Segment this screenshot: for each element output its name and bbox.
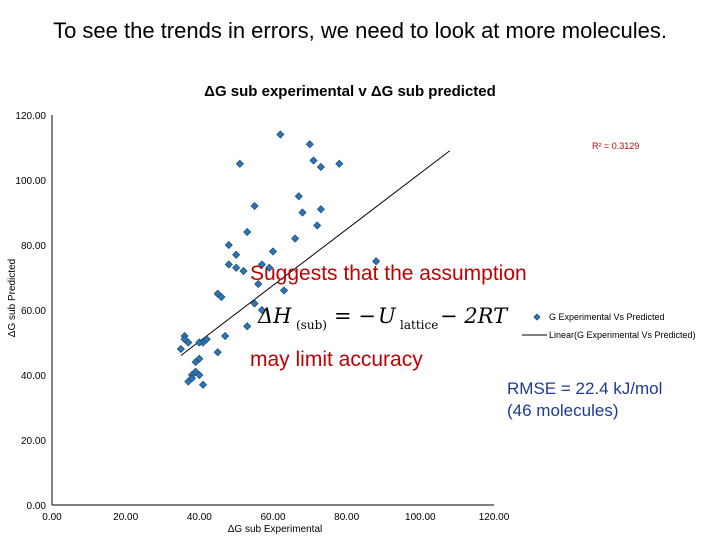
data-point <box>243 227 252 237</box>
y-tick-label: 0.00 <box>27 501 47 512</box>
data-point <box>224 240 233 250</box>
x-tick-label: 60.00 <box>260 512 285 523</box>
y-axis-ticks: 0.00 20.00 40.00 60.00 80.00 100.00 120.00 <box>15 111 46 512</box>
y-tick-label: 120.00 <box>15 111 46 122</box>
data-point <box>235 159 244 168</box>
r-squared-label: R² = 0.3129 <box>592 141 639 151</box>
data-point <box>313 221 322 230</box>
x-tick-label: 100.00 <box>405 512 436 523</box>
data-point <box>180 335 189 344</box>
data-point <box>195 338 204 347</box>
data-point <box>232 250 241 259</box>
y-tick-label: 80.00 <box>21 241 46 252</box>
x-tick-label: 80.00 <box>334 512 359 523</box>
data-point <box>224 260 233 269</box>
legend-diamond <box>533 313 541 321</box>
x-axis-label: ΔG sub Experimental <box>228 524 323 535</box>
y-tick-label: 100.00 <box>15 176 46 187</box>
data-point <box>254 279 263 289</box>
data-point <box>176 344 185 354</box>
legend-marker-scatter <box>533 313 541 321</box>
y-tick-label: 20.00 <box>21 436 46 447</box>
data-point <box>250 201 259 211</box>
formula-lhs: ΔH <box>257 304 292 328</box>
data-points <box>176 130 381 389</box>
data-point <box>294 192 303 201</box>
x-tick-label: 0.00 <box>42 512 62 523</box>
data-point <box>335 159 344 168</box>
data-point <box>372 257 381 266</box>
legend-label-line: Linear(G Experimental Vs Predicted) <box>549 330 696 340</box>
data-point <box>221 331 230 341</box>
note-line-2: may limit accuracy <box>250 348 423 371</box>
plot-area <box>51 115 494 506</box>
data-point <box>316 205 325 214</box>
rmse-line-2: (46 molecules) <box>507 401 619 420</box>
y-tick-label: 40.00 <box>21 371 46 382</box>
rmse-annotation: RMSE = 22.4 kJ/mol (46 molecules) <box>507 378 662 422</box>
x-tick-label: 120.00 <box>479 512 510 523</box>
note-line-1: Suggests that the assumption <box>250 262 527 285</box>
slide-title: To see the trends in errors, we need to … <box>53 18 667 43</box>
data-point <box>239 266 248 276</box>
trendline <box>180 150 451 356</box>
legend-label-scatter: G Experimental Vs Predicted <box>549 312 665 322</box>
data-point <box>198 380 208 389</box>
x-tick-label: 40.00 <box>187 512 212 523</box>
data-point <box>276 130 285 139</box>
formula-equals: = − <box>334 304 376 328</box>
formula: ΔH (sub) = − U lattice − 2RT <box>257 304 509 332</box>
data-point <box>268 247 278 256</box>
data-point <box>305 140 314 149</box>
chart-title: ΔG sub experimental v ΔG sub predicted <box>204 83 496 100</box>
y-tick-label: 60.00 <box>21 306 46 317</box>
formula-u-sub: lattice <box>400 318 438 332</box>
data-point <box>316 162 325 172</box>
data-point <box>213 348 222 357</box>
data-point <box>265 263 274 272</box>
data-point <box>191 357 200 367</box>
rmse-line-1: RMSE = 22.4 kJ/mol <box>507 379 663 398</box>
data-point <box>257 305 267 315</box>
data-point <box>187 374 197 383</box>
data-point <box>250 299 259 308</box>
data-point <box>217 292 226 302</box>
formula-lhs-sub: (sub) <box>296 318 327 332</box>
formula-u: U <box>378 304 397 328</box>
data-point <box>243 322 252 331</box>
data-point <box>298 208 307 217</box>
data-point <box>195 370 204 380</box>
data-point <box>257 260 267 269</box>
trendline-segment <box>180 150 451 356</box>
x-axis-ticks: 0.00 20.00 40.00 60.00 80.00 100.00 120.00 <box>42 512 509 523</box>
data-point <box>232 263 241 272</box>
legend: G Experimental Vs Predicted Linear(G Exp… <box>522 312 696 340</box>
data-point <box>279 286 289 295</box>
y-axis-label: ΔG sub Predicted <box>7 259 18 337</box>
data-point <box>309 156 318 165</box>
x-tick-label: 20.00 <box>113 512 138 523</box>
formula-rhs: − 2RT <box>440 304 509 328</box>
data-point <box>291 234 300 243</box>
